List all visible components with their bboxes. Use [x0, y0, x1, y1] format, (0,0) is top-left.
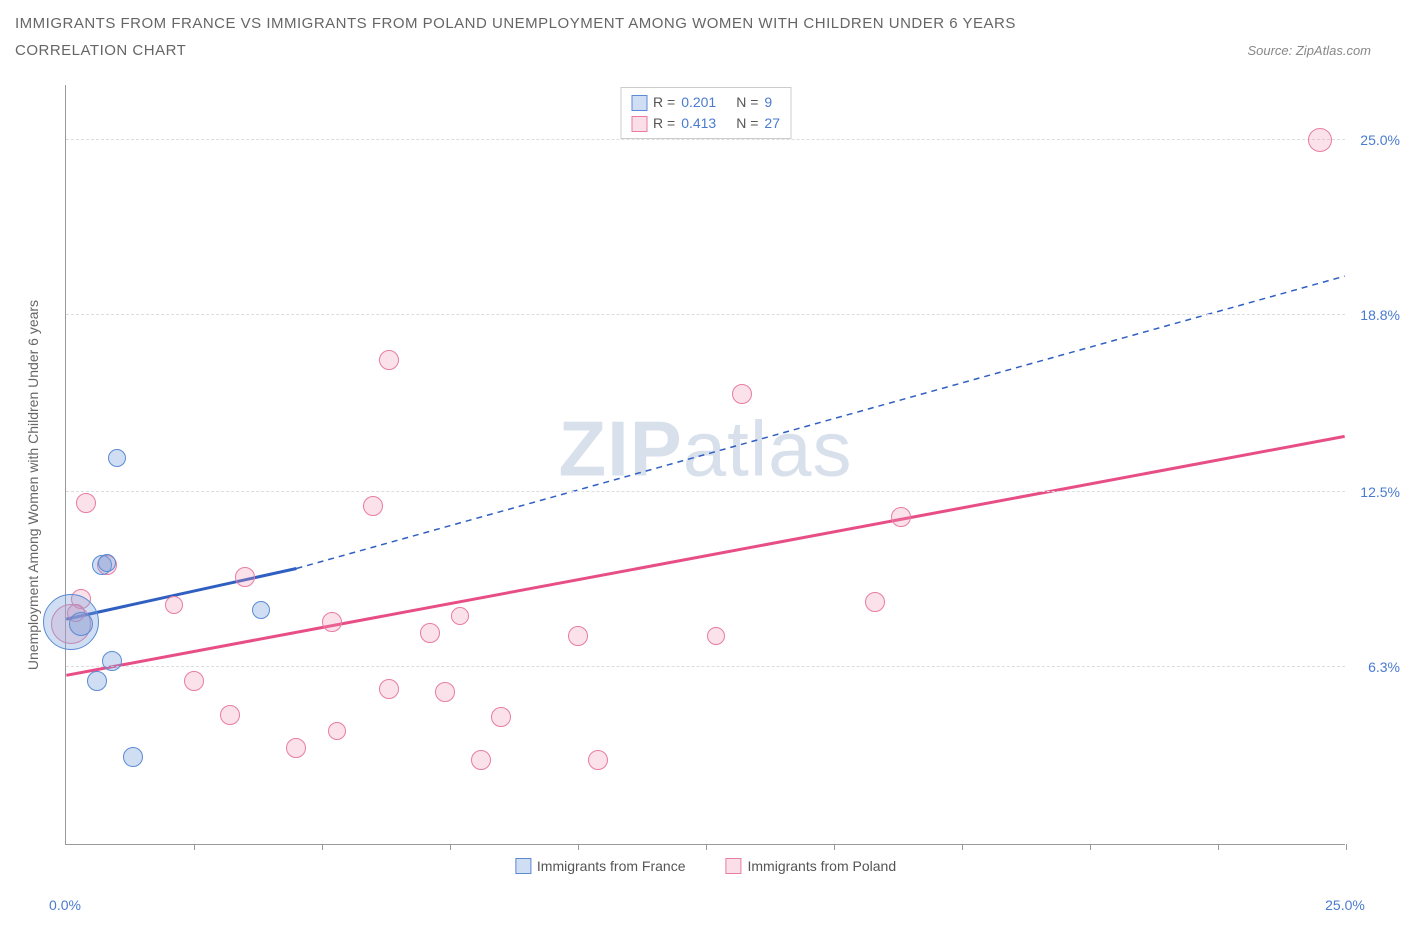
- scatter-point: [235, 567, 255, 587]
- legend-swatch-pink: [725, 858, 741, 874]
- y-tick-label: 6.3%: [1368, 659, 1400, 675]
- legend-r-label: R =: [653, 113, 675, 134]
- legend-n-value: 27: [764, 113, 780, 134]
- x-axis-min-label: 0.0%: [49, 897, 81, 913]
- scatter-point: [865, 592, 885, 612]
- scatter-point: [252, 601, 270, 619]
- scatter-point: [76, 493, 96, 513]
- legend-row: R = 0.413 N = 27: [631, 113, 780, 134]
- scatter-point: [108, 449, 126, 467]
- series-legend-item: Immigrants from Poland: [725, 858, 896, 874]
- scatter-point: [102, 651, 122, 671]
- scatter-point: [1308, 128, 1332, 152]
- x-tick: [706, 844, 707, 850]
- y-gridline: [66, 139, 1345, 140]
- scatter-point: [379, 350, 399, 370]
- scatter-point: [568, 626, 588, 646]
- scatter-point: [707, 627, 725, 645]
- correlation-legend: R = 0.201 N = 9 R = 0.413 N = 27: [620, 87, 791, 139]
- x-tick: [834, 844, 835, 850]
- x-tick: [578, 844, 579, 850]
- chart-header: IMMIGRANTS FROM FRANCE VS IMMIGRANTS FRO…: [0, 0, 1406, 64]
- y-tick-label: 12.5%: [1360, 484, 1400, 500]
- legend-r-value: 0.413: [681, 113, 716, 134]
- y-gridline: [66, 491, 1345, 492]
- series-legend-label: Immigrants from France: [537, 858, 686, 874]
- plot-area: ZIPatlas R =0.201N = 9R =0.413N =27 Immi…: [65, 85, 1345, 845]
- scatter-point: [98, 554, 116, 572]
- scatter-point: [184, 671, 204, 691]
- source-attribution: Source: ZipAtlas.com: [1247, 43, 1391, 58]
- chart-title-line2: CORRELATION CHART: [15, 37, 186, 64]
- watermark-bold: ZIP: [558, 405, 682, 493]
- scatter-point: [491, 707, 511, 727]
- series-legend: Immigrants from France Immigrants from Po…: [515, 858, 896, 874]
- y-gridline: [66, 666, 1345, 667]
- scatter-point: [588, 750, 608, 770]
- y-gridline: [66, 314, 1345, 315]
- y-axis-label: Unemployment Among Women with Children U…: [25, 300, 41, 670]
- x-tick: [962, 844, 963, 850]
- watermark-light: atlas: [683, 405, 853, 493]
- x-tick: [1090, 844, 1091, 850]
- legend-r-label: R =: [653, 92, 675, 113]
- trend-lines: [66, 85, 1345, 844]
- watermark: ZIPatlas: [558, 404, 852, 495]
- legend-swatch-pink: [631, 116, 647, 132]
- scatter-point: [435, 682, 455, 702]
- legend-n-label: N =: [736, 113, 758, 134]
- scatter-point: [379, 679, 399, 699]
- x-tick: [194, 844, 195, 850]
- chart-title-line1: IMMIGRANTS FROM FRANCE VS IMMIGRANTS FRO…: [15, 10, 1391, 37]
- scatter-point: [322, 612, 342, 632]
- scatter-point: [732, 384, 752, 404]
- scatter-point: [286, 738, 306, 758]
- scatter-point: [165, 596, 183, 614]
- y-tick-label: 18.8%: [1360, 307, 1400, 323]
- legend-swatch-blue: [515, 858, 531, 874]
- scatter-point: [220, 705, 240, 725]
- scatter-point: [328, 722, 346, 740]
- x-tick: [1346, 844, 1347, 850]
- legend-n-value: 9: [764, 92, 772, 113]
- legend-swatch-blue: [631, 95, 647, 111]
- scatter-point: [420, 623, 440, 643]
- scatter-point: [363, 496, 383, 516]
- legend-r-value: 0.201: [681, 92, 716, 113]
- scatter-point: [451, 607, 469, 625]
- x-tick: [1218, 844, 1219, 850]
- scatter-point: [87, 671, 107, 691]
- series-legend-label: Immigrants from Poland: [747, 858, 896, 874]
- x-tick: [450, 844, 451, 850]
- scatter-point: [471, 750, 491, 770]
- scatter-point: [123, 747, 143, 767]
- legend-n-label: N =: [736, 92, 758, 113]
- scatter-point: [891, 507, 911, 527]
- y-tick-label: 25.0%: [1360, 132, 1400, 148]
- legend-row: R = 0.201 N = 9: [631, 92, 780, 113]
- scatter-point: [69, 612, 93, 636]
- x-tick: [322, 844, 323, 850]
- correlation-scatter-chart: Unemployment Among Women with Children U…: [40, 85, 1380, 885]
- x-axis-max-label: 25.0%: [1325, 897, 1365, 913]
- series-legend-item: Immigrants from France: [515, 858, 686, 874]
